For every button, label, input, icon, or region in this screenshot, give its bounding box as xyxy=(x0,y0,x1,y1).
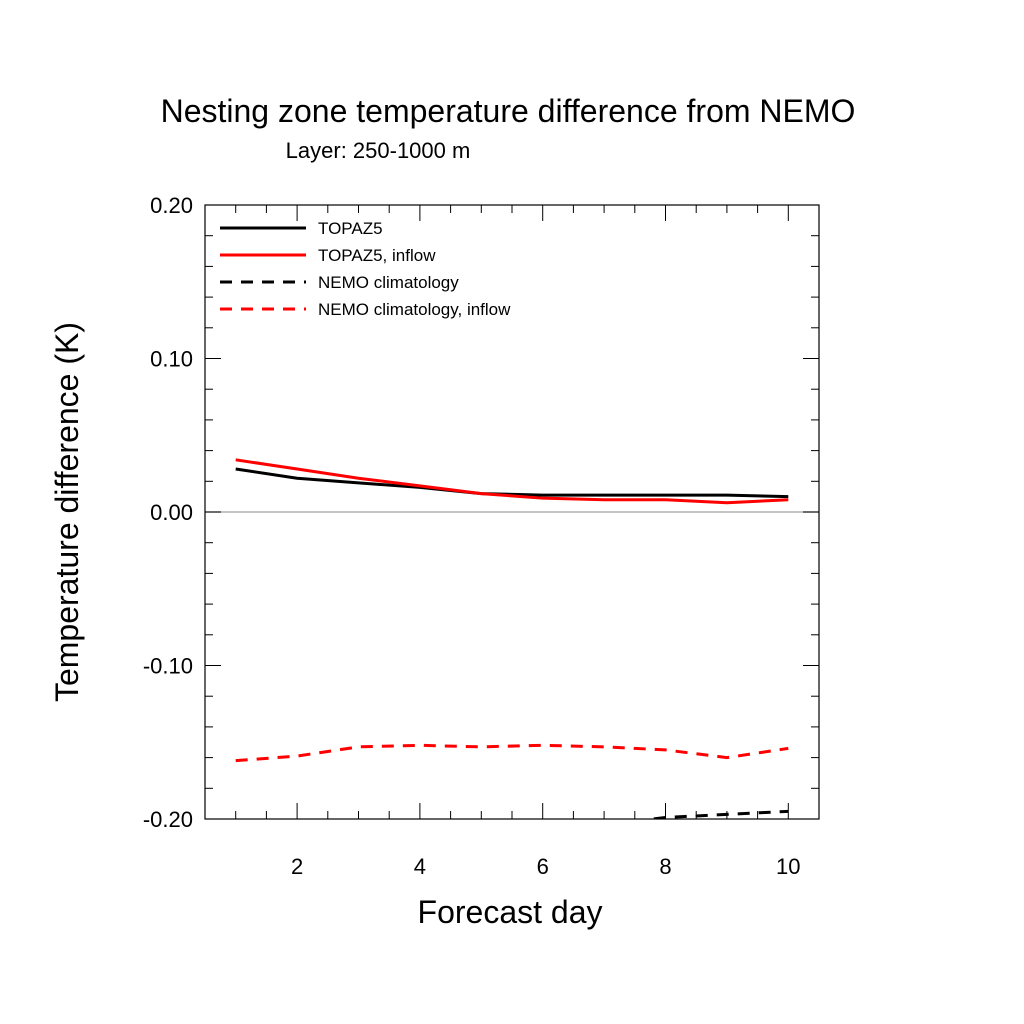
x-tick-label: 8 xyxy=(659,854,671,879)
chart-subtitle: Layer: 250-1000 m xyxy=(286,138,471,163)
y-axis-label: Temperature difference (K) xyxy=(49,322,85,702)
legend: TOPAZ5 TOPAZ5, inflow NEMO climatology NEMO… xyxy=(220,219,511,319)
x-tick-label: 10 xyxy=(776,854,800,879)
series-line-3 xyxy=(641,809,789,819)
series-line-1 xyxy=(235,467,789,499)
y-tick-label: -0.10 xyxy=(143,654,193,679)
legend-label: NEMO climatology xyxy=(318,273,459,292)
y-tick-label: 0.10 xyxy=(150,347,193,372)
plot-area: 2 4 6 8 10-0.20-0.100.000.100.20TOPAZ5TOPAZ5… xyxy=(143,193,820,879)
x-tick-label: 6 xyxy=(537,854,549,879)
x-tick-label: 2 xyxy=(291,854,303,879)
chart-title: Nesting zone temperature difference from… xyxy=(161,93,856,129)
x-tick-label: 4 xyxy=(414,854,426,879)
y-tick-label: 0.20 xyxy=(150,193,193,218)
series-group xyxy=(235,458,789,819)
legend-label: TOPAZ5 xyxy=(318,219,383,238)
y-tick-label: 0.00 xyxy=(150,500,193,525)
x-axis-label: Forecast day xyxy=(418,894,603,930)
legend-label: NEMO climatology, inflow xyxy=(318,300,511,319)
y-tick-label: -0.20 xyxy=(143,807,193,832)
legend-label: TOPAZ5, inflow xyxy=(318,246,436,265)
series-line-4 xyxy=(235,743,789,763)
series-line-2 xyxy=(235,458,789,505)
